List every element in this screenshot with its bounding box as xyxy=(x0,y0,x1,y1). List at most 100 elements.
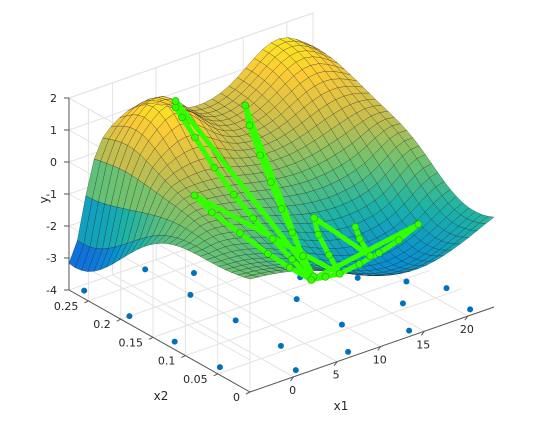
trajectory-point xyxy=(310,214,318,222)
sample-point xyxy=(354,274,361,281)
trajectory-point xyxy=(256,151,264,160)
trajectory-point xyxy=(394,236,403,245)
trajectory-point xyxy=(229,190,238,199)
y-tick-mark xyxy=(213,373,218,377)
trajectory-point xyxy=(375,249,383,257)
x-tick-label: 0 xyxy=(289,384,296,397)
x-tick-mark xyxy=(333,361,338,366)
x-tick-label: 15 xyxy=(416,338,430,351)
trajectory-point xyxy=(171,97,180,105)
y-tick-label: 0.15 xyxy=(119,336,144,349)
trajectory-segment xyxy=(268,179,284,212)
trajectory-segment xyxy=(287,265,314,283)
sample-point xyxy=(293,296,300,303)
x-axis-line xyxy=(249,306,495,393)
trajectory-segment xyxy=(265,251,293,271)
sample-point xyxy=(232,317,239,324)
sample-point xyxy=(292,367,299,374)
trajectory-point xyxy=(285,263,294,272)
trajectory-segment xyxy=(211,165,237,198)
trajectory-segment xyxy=(246,122,263,158)
trajectory-segment xyxy=(209,209,243,236)
trajectory-point xyxy=(171,103,180,112)
trajectory-segment xyxy=(237,230,271,257)
sample-point xyxy=(187,291,194,298)
trajectory-point xyxy=(191,133,199,142)
y-tick-label: 0.25 xyxy=(54,300,79,313)
z-tick-label: 2 xyxy=(50,92,57,105)
sample-point xyxy=(171,338,178,345)
floor-grid-line xyxy=(185,270,430,357)
x-tick-mark xyxy=(464,315,469,321)
y-tick-mark xyxy=(84,300,89,304)
surface-patch xyxy=(68,240,84,268)
trajectory-segment xyxy=(192,135,217,171)
sample-point xyxy=(467,306,474,313)
z-tick-label: -1 xyxy=(46,188,57,201)
trajectory-point xyxy=(288,255,296,264)
trajectory-point xyxy=(307,276,316,284)
trajectory-point xyxy=(351,223,360,231)
sample-point xyxy=(403,278,410,285)
trajectory-point xyxy=(277,205,286,213)
trajectory-point xyxy=(267,178,275,186)
trajectory-point xyxy=(264,249,272,258)
trajectory-point xyxy=(325,251,333,259)
x-tick-mark xyxy=(377,346,382,351)
trajectory-point xyxy=(288,228,296,237)
trajectory-point xyxy=(355,260,364,268)
z-tick-label: 0 xyxy=(50,156,57,169)
y-tick-mark xyxy=(148,336,154,340)
trajectory-segment xyxy=(231,192,256,221)
trajectory-point xyxy=(299,252,307,260)
z-tick-label: 1 xyxy=(50,124,57,137)
y-tick-label: 0 xyxy=(233,391,240,404)
surface-layer xyxy=(68,37,495,280)
sample-point xyxy=(142,266,149,273)
trajectory-point xyxy=(335,269,344,278)
y-tick-mark xyxy=(116,318,121,322)
side-wall-grid-line xyxy=(68,257,251,361)
z-tick-label: -4 xyxy=(46,284,57,297)
trajectory-segment xyxy=(179,114,198,140)
trajectory-segment xyxy=(315,232,332,258)
trajectory-point xyxy=(268,235,277,243)
trajectory-point xyxy=(245,121,254,130)
x-tick-mark xyxy=(420,330,425,336)
z-tick-label: -2 xyxy=(46,220,57,233)
sample-point xyxy=(338,321,345,328)
trajectory-point xyxy=(355,235,364,243)
trajectory-layer xyxy=(171,97,423,284)
sample-point xyxy=(443,285,450,292)
y-tick-mark xyxy=(181,355,186,359)
trajectory-point xyxy=(190,191,199,200)
sample-point xyxy=(399,300,406,307)
trajectory-point xyxy=(321,272,330,281)
sample-point xyxy=(345,348,352,355)
floor-grid-line xyxy=(155,259,338,363)
sample-point xyxy=(190,270,197,276)
x-tick-label: 10 xyxy=(373,353,387,366)
x-axis-label: x1 xyxy=(334,399,349,413)
floor-grid-line xyxy=(112,274,294,378)
trajectory-point xyxy=(236,229,244,237)
trajectory-point xyxy=(249,214,257,223)
z-tick-label: -3 xyxy=(46,252,57,265)
floor-grid-line xyxy=(217,288,462,375)
trajectory-point xyxy=(314,230,323,239)
y-tick-mark xyxy=(245,391,251,395)
sample-point xyxy=(277,342,284,349)
trajectory-segment xyxy=(257,152,274,185)
x-tick-label: 20 xyxy=(460,323,474,336)
sample-point xyxy=(406,327,413,334)
trajectory-point xyxy=(207,208,216,217)
y-axis-line xyxy=(68,289,251,393)
sample-point xyxy=(81,287,88,294)
x-tick-mark xyxy=(290,376,294,382)
y-tick-label: 0.1 xyxy=(158,355,176,368)
x-tick-label: 5 xyxy=(333,369,340,382)
y-tick-label: 0.2 xyxy=(93,318,111,331)
trajectory-point xyxy=(414,220,423,229)
y-axis-label: x2 xyxy=(154,389,169,403)
